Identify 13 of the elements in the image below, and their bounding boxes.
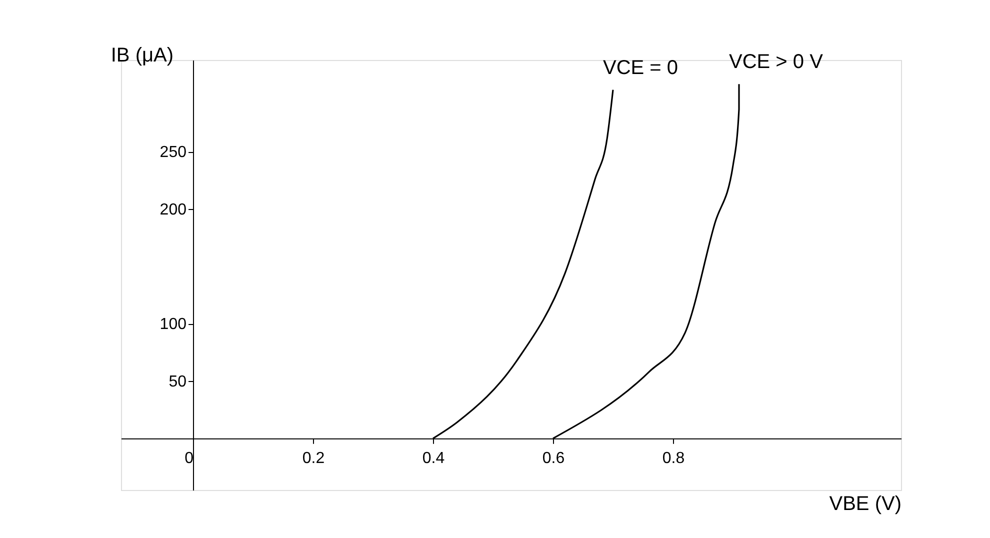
x-tick-label: 0.2 [302, 450, 325, 467]
x-tick-label: 0.6 [542, 450, 565, 467]
y-tick-label: 50 [168, 374, 187, 391]
series-label: VCE = 0 [603, 56, 678, 79]
y-tick-label: 250 [160, 144, 187, 162]
x-tick-label: 0.4 [422, 450, 445, 467]
x-tick-label: 0.8 [662, 450, 685, 467]
x-axis-title: VBE (V) [829, 492, 902, 515]
y-tick-label: 100 [160, 316, 187, 334]
y-axis-title: IB (μA) [110, 44, 174, 66]
series-label: VCE > 0 V [729, 51, 824, 74]
y-tick-label: 200 [160, 202, 187, 219]
x-tick-label: 0 [184, 450, 194, 467]
